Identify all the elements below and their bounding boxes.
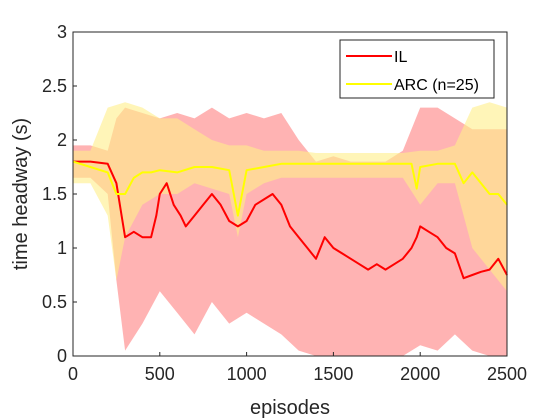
x-tick-label: 2000 [400,364,440,384]
x-tick-label: 500 [145,364,175,384]
y-tick-label: 1.5 [42,184,67,204]
series-arc-line [72,160,508,217]
legend: IL ARC (n=25) [339,39,495,99]
y-axis-ticks: 0 0.5 1 1.5 2 2.5 3 [42,22,77,366]
series-il-line [73,160,508,280]
x-tick-label: 1000 [227,364,267,384]
y-tick-label: 3 [57,22,67,42]
y-axis-label: time headway (s) [10,118,32,270]
y-tick-label: 1 [57,238,67,258]
y-tick-label: 0 [57,346,67,366]
x-tick-label: 0 [68,364,78,384]
x-axis-label: episodes [250,397,330,419]
plot-bands [73,102,507,356]
legend-arc-label: ARC (n=25) [394,77,479,94]
y-tick-label: 2.5 [42,76,67,96]
series-arc-band [73,102,507,292]
x-tick-label: 2500 [487,364,527,384]
x-tick-label: 1500 [313,364,353,384]
legend-il-label: IL [394,49,407,66]
y-tick-label: 0.5 [42,292,67,312]
y-tick-label: 2 [57,130,67,150]
x-axis-ticks: 0 500 1000 1500 2000 2500 [68,352,527,384]
legend-box [339,39,495,99]
plot-lines [72,160,508,280]
